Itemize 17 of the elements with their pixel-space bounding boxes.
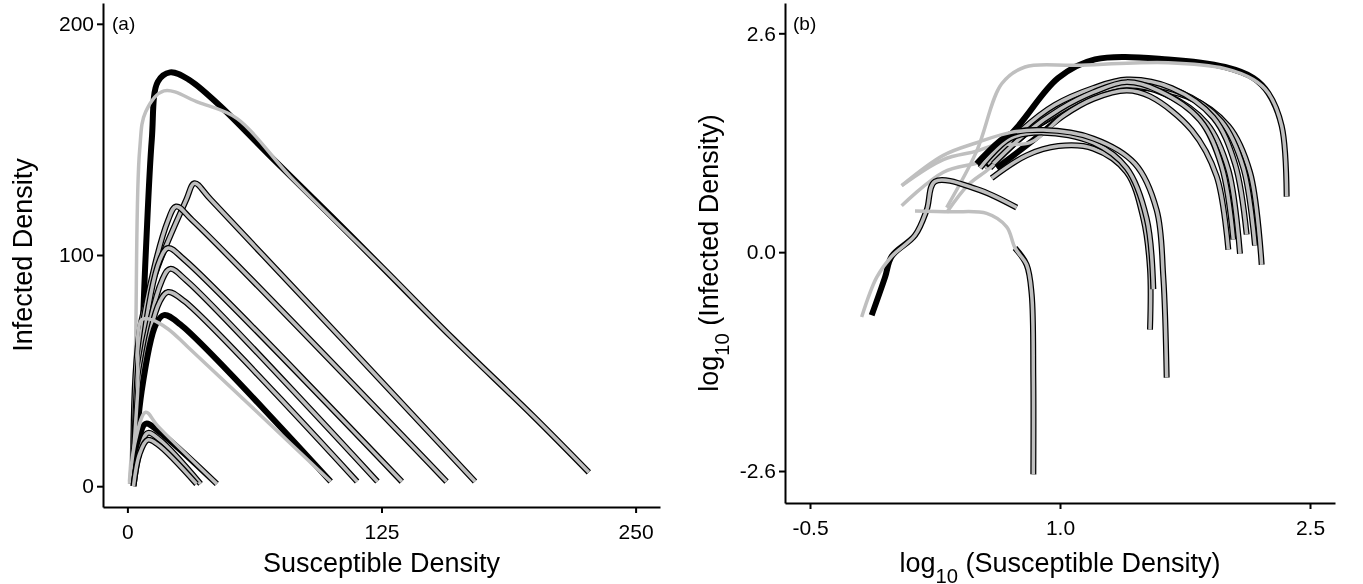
x-tick-label: 1.0	[1045, 516, 1076, 540]
y-tick-label: 100	[58, 243, 94, 267]
y-axis-title: Infected Density	[8, 157, 38, 352]
x-tick-label: 2.5	[1295, 516, 1326, 540]
x-tick-label: 125	[364, 520, 400, 544]
x-tick-label: 0	[122, 520, 134, 544]
annotation: (b)	[793, 13, 817, 34]
y-tick-label: 2.6	[746, 21, 776, 45]
x-axis-title: log$_{10}$ (Susceptible Density)	[899, 548, 1221, 584]
x-tick-label: 250	[618, 520, 654, 544]
annotation: (a)	[112, 13, 136, 34]
y-tick-label: 0	[82, 474, 94, 498]
y-tick-label: -2.6	[739, 459, 776, 483]
y-tick-label: 0.0	[746, 240, 776, 264]
y-tick-label: 200	[58, 12, 94, 36]
x-tick-label: -0.5	[792, 516, 829, 540]
x-axis-title: Susceptible Density	[262, 548, 501, 578]
